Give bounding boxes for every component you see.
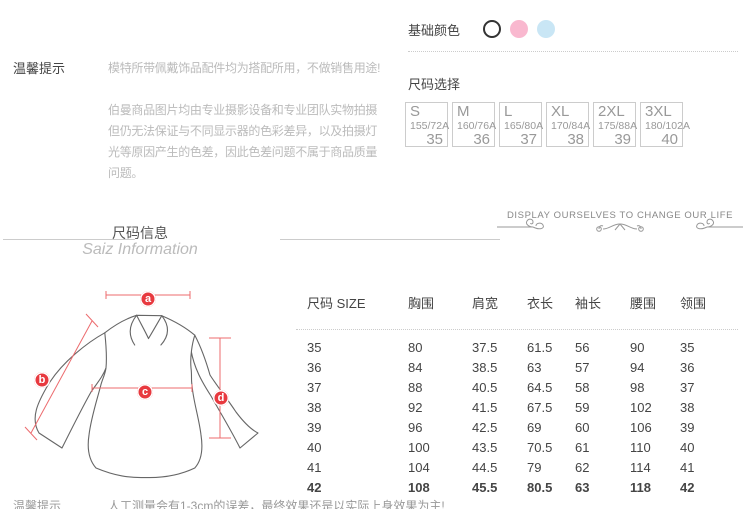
svg-text:DISPLAY OURSELVES TO CHANGE OU: DISPLAY OURSELVES TO CHANGE OUR LIFE — [507, 210, 733, 221]
